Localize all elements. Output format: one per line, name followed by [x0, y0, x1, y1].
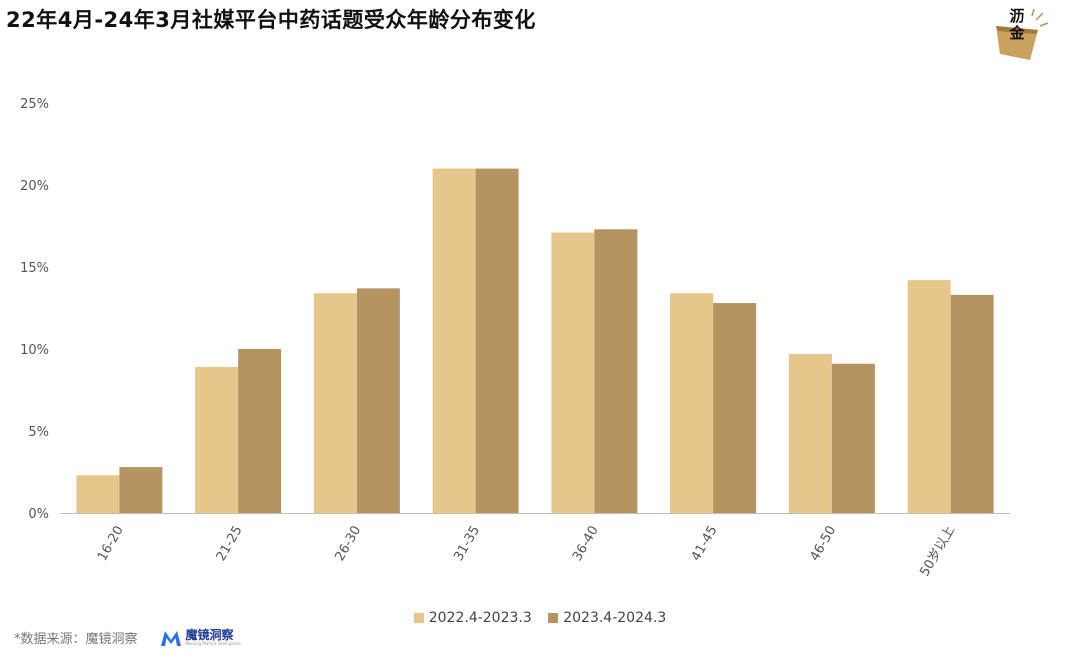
bar-2-36-40: [594, 229, 638, 513]
legend-item-series-2: 2023.4-2024.3: [548, 610, 666, 626]
bar-2-41-45: [713, 303, 757, 513]
bar-1-16-20: [76, 475, 120, 513]
x-tick-label: 46-50: [807, 524, 839, 564]
bar-1-21-25: [195, 367, 239, 513]
bar-1-36-40: [551, 232, 595, 513]
logo-text: 沥金: [1009, 7, 1025, 42]
bar-2-16-20: [119, 467, 163, 513]
bar-2-31-35: [475, 168, 519, 513]
x-tick-label: 36-40: [570, 524, 602, 564]
x-tick-label: 41-45: [689, 524, 721, 564]
y-tick-label: 5%: [28, 425, 49, 440]
legend: 2022.4-2023.3 2023.4-2024.3: [0, 610, 1080, 627]
legend-label-series-1: 2022.4-2023.3: [428, 610, 532, 626]
y-tick-label: 10%: [20, 343, 49, 358]
x-tick-label: 50岁以上: [917, 524, 958, 580]
data-source: *数据来源：魔镜洞察: [14, 632, 138, 647]
bar-2-50岁以上: [950, 294, 994, 513]
brand-logo: 沥金: [990, 4, 1054, 62]
y-tick-label: 0%: [28, 507, 49, 522]
legend-item-series-1: 2022.4-2023.3: [413, 610, 532, 626]
legend-swatch-series-1: [413, 613, 424, 623]
moojing-logo-icon: [160, 630, 181, 646]
brand-name: 魔镜洞察: [185, 628, 234, 642]
footer: *数据来源：魔镜洞察 魔镜洞察 Moojing Market Intellige…: [14, 628, 241, 647]
x-tick-label: 31-35: [451, 524, 483, 564]
bar-1-31-35: [432, 168, 476, 513]
x-tick-label: 16-20: [95, 524, 127, 564]
footer-brand: 魔镜洞察 Moojing Market Intelligence: [160, 629, 241, 647]
legend-swatch-series-2: [548, 613, 559, 623]
bar-1-41-45: [670, 293, 714, 513]
bar-2-46-50: [831, 363, 875, 513]
y-tick-label: 25%: [20, 97, 49, 112]
legend-label-series-2: 2023.4-2024.3: [563, 610, 667, 626]
bar-1-50岁以上: [907, 280, 951, 513]
bar-1-46-50: [788, 353, 832, 513]
brand-subtitle: Moojing Market Intelligence: [185, 641, 241, 646]
chart-title: 22年4月-24年3月社媒平台中药话题受众年龄分布变化: [6, 8, 536, 32]
y-tick-label: 20%: [20, 179, 49, 194]
x-tick-label: 21-25: [214, 524, 246, 564]
x-tick-label: 26-30: [332, 524, 364, 564]
bar-2-21-25: [238, 349, 282, 513]
bar-1-26-30: [313, 293, 357, 513]
y-tick-label: 15%: [20, 261, 49, 276]
bar-2-26-30: [356, 288, 400, 513]
